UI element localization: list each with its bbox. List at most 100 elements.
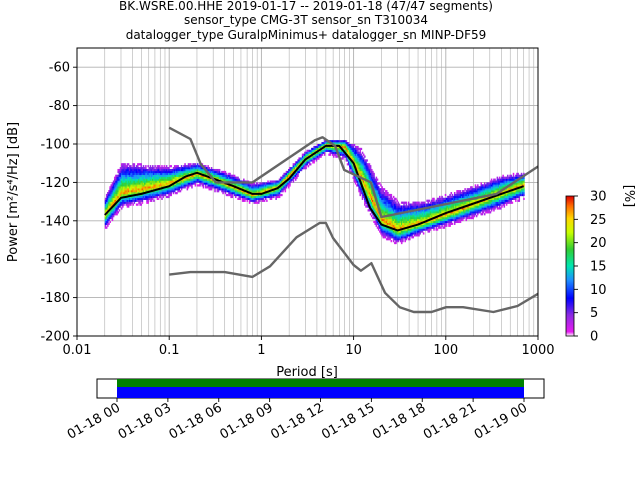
histogram-cell [117,188,119,191]
histogram-cell [132,190,134,193]
histogram-cell [231,188,234,191]
histogram-cell [176,178,178,181]
histogram-cell [351,170,353,174]
histogram-cell [349,149,351,152]
histogram-cell [190,184,192,187]
histogram-cell [339,142,342,145]
histogram-cell [178,182,181,185]
histogram-cell [465,203,468,206]
histogram-cell [460,201,463,204]
histogram-cell [426,215,428,218]
histogram-cell [264,184,267,187]
histogram-cell [243,193,245,197]
histogram-cell [115,182,117,185]
histogram-cell [195,174,198,177]
histogram-cell [395,241,397,245]
histogram-cell [316,151,319,154]
histogram-cell [200,176,202,179]
histogram-cell [381,207,383,210]
histogram-cell [317,155,320,158]
histogram-cell [342,140,344,143]
histogram-cell [409,205,411,208]
histogram-cell [459,193,462,197]
histogram-cell [422,222,425,225]
histogram-cell [273,190,275,193]
histogram-cell [474,211,477,214]
histogram-cell [276,184,279,187]
histogram-cell [232,178,235,181]
histogram-cell [120,192,123,195]
histogram-cell [297,163,299,166]
histogram-cell [349,165,351,168]
histogram-cell [252,184,254,187]
histogram-cell [364,172,366,176]
histogram-cell [210,184,213,187]
histogram-cell [170,172,172,176]
histogram-cell [421,203,424,206]
histogram-cell [456,195,458,199]
histogram-cell [380,230,382,233]
histogram-cell [260,186,262,189]
histogram-cell [115,180,117,183]
histogram-cell [138,168,140,172]
histogram-cell [180,174,183,177]
histogram-cell [391,209,394,212]
histogram-cell [395,207,397,210]
histogram-cell [445,209,448,212]
histogram-cell [390,199,393,202]
histogram-cell [177,182,179,185]
histogram-cell [351,145,353,149]
histogram-cell [405,222,408,225]
histogram-cell [479,207,481,210]
histogram-cell [130,190,132,193]
histogram-cell [485,205,487,208]
histogram-cell [464,192,466,195]
histogram-cell [472,199,474,202]
histogram-cell [385,228,388,231]
histogram-cell [132,195,134,199]
histogram-cell [230,192,232,195]
histogram-cell [358,159,360,162]
histogram-cell [381,188,383,191]
histogram-cell [263,184,266,187]
histogram-cell [225,174,228,177]
histogram-cell [376,226,379,229]
histogram-cell [113,180,116,183]
histogram-cell [389,193,391,197]
histogram-cell [143,176,146,179]
histogram-cell [384,230,387,233]
histogram-cell [135,186,138,189]
histogram-cell [366,184,368,187]
histogram-cell [415,222,418,225]
histogram-cell [146,190,148,193]
histogram-cell [271,180,274,183]
histogram-cell [332,151,335,154]
histogram-cell [390,220,393,224]
histogram-cell [355,149,358,152]
histogram-cell [465,192,468,195]
histogram-cell [373,176,375,179]
histogram-cell [468,201,471,204]
histogram-cell [471,188,473,191]
histogram-cell [241,190,244,193]
histogram-cell [354,180,357,183]
histogram-cell [480,209,483,212]
histogram-cell [375,188,378,191]
histogram-cell [139,182,141,185]
histogram-cell [358,188,360,191]
histogram-cell [460,209,463,212]
histogram-cell [345,140,348,143]
histogram-cell [206,176,208,179]
histogram-cell [475,193,478,197]
histogram-cell [140,174,143,177]
histogram-cell [315,157,318,160]
histogram-cell [467,215,470,218]
histogram-cell [341,140,343,143]
histogram-cell [479,201,481,204]
histogram-cell [224,174,227,177]
histogram-cell [177,174,179,177]
histogram-cell [388,201,390,204]
histogram-cell [113,192,116,195]
histogram-cell [487,188,489,191]
histogram-cell [165,165,168,168]
